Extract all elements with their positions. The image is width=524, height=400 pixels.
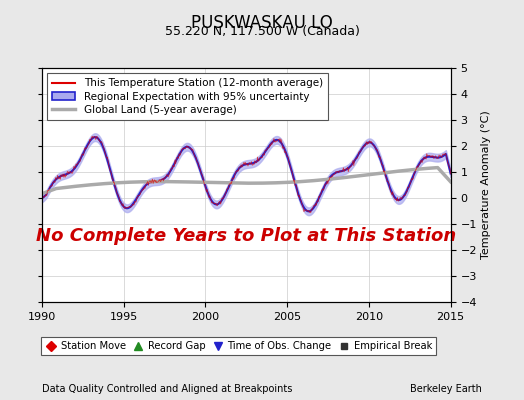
Text: Data Quality Controlled and Aligned at Breakpoints: Data Quality Controlled and Aligned at B… bbox=[42, 384, 292, 394]
Legend: Station Move, Record Gap, Time of Obs. Change, Empirical Break: Station Move, Record Gap, Time of Obs. C… bbox=[41, 337, 436, 355]
Y-axis label: Temperature Anomaly (°C): Temperature Anomaly (°C) bbox=[481, 111, 491, 259]
Text: 55.220 N, 117.500 W (Canada): 55.220 N, 117.500 W (Canada) bbox=[165, 25, 359, 38]
Text: No Complete Years to Plot at This Station: No Complete Years to Plot at This Statio… bbox=[36, 228, 456, 246]
Text: Berkeley Earth: Berkeley Earth bbox=[410, 384, 482, 394]
Legend: This Temperature Station (12-month average), Regional Expectation with 95% uncer: This Temperature Station (12-month avera… bbox=[47, 73, 328, 120]
Text: PUSKWASKAU LO: PUSKWASKAU LO bbox=[191, 14, 333, 32]
